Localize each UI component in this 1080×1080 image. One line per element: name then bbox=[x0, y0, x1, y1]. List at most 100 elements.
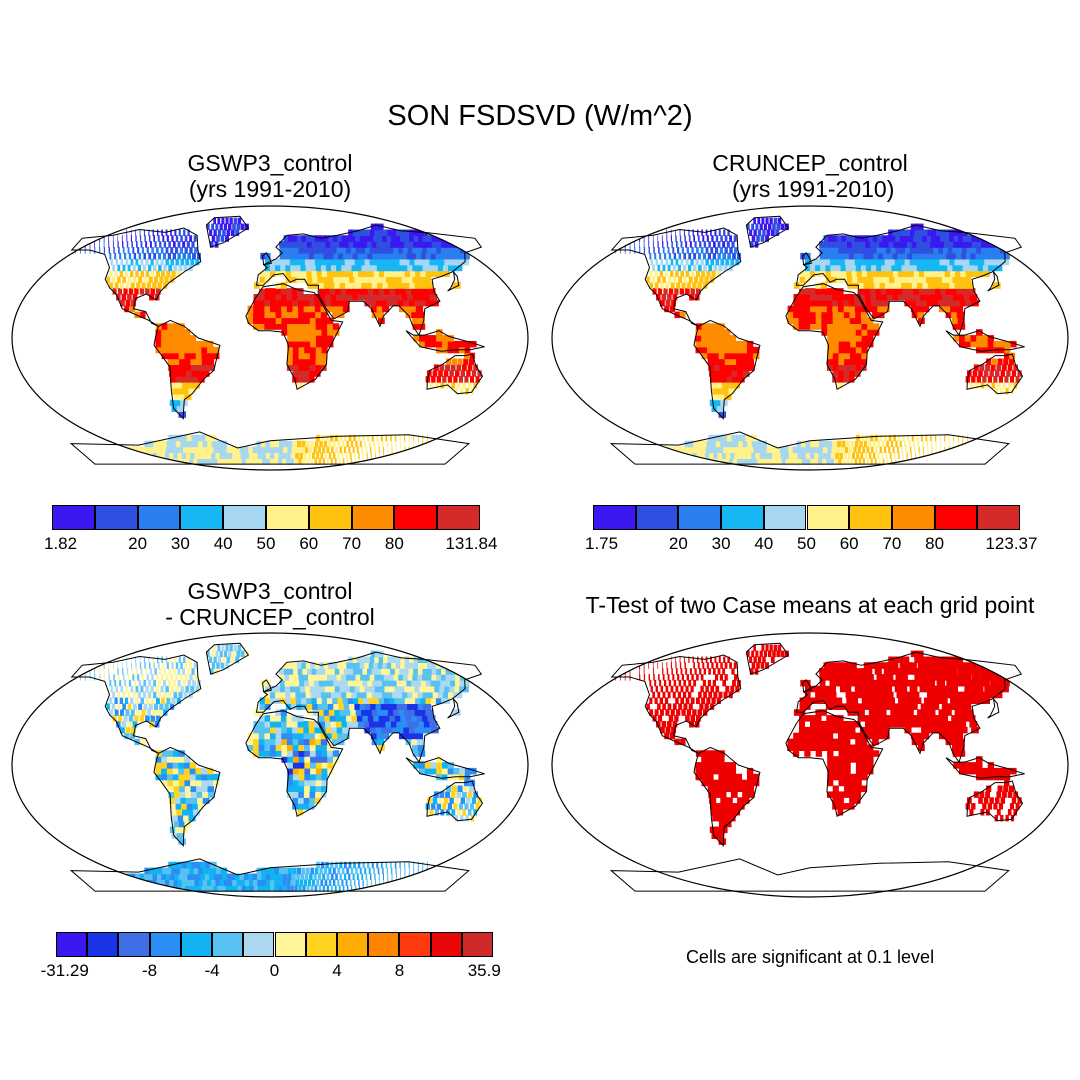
map-border bbox=[551, 205, 1069, 471]
colorbar-box bbox=[430, 932, 462, 957]
coastline-greenland bbox=[745, 215, 790, 248]
colorbar-box bbox=[678, 505, 722, 530]
coastlines bbox=[609, 642, 1025, 892]
coastline-australia bbox=[426, 780, 484, 822]
colorbar-label: 70 bbox=[882, 534, 902, 553]
map-border bbox=[11, 632, 529, 898]
coastline-southAmerica bbox=[153, 746, 221, 847]
colorbar-box bbox=[461, 932, 493, 957]
coastline-northAmerica bbox=[70, 654, 202, 754]
colorbar-box bbox=[351, 505, 395, 530]
coastline-antarctica bbox=[69, 858, 470, 892]
map-border bbox=[11, 205, 529, 471]
coastline-africa bbox=[245, 283, 344, 391]
coastlines bbox=[69, 642, 485, 892]
colorbar-label: 80 bbox=[384, 534, 404, 553]
colorbar-box bbox=[212, 932, 244, 957]
coastline-uk bbox=[262, 252, 272, 266]
colorbar-box bbox=[137, 505, 181, 530]
colorbar-box bbox=[399, 932, 431, 957]
colorbar-box bbox=[368, 932, 400, 957]
colorbar-label: 60 bbox=[299, 534, 319, 553]
colorbar-box bbox=[806, 505, 850, 530]
coastline-japan bbox=[447, 697, 460, 719]
coastline-northAmerica bbox=[610, 654, 742, 754]
coastline-eurasia bbox=[255, 224, 483, 337]
colorbar-label: -31.29 bbox=[40, 961, 89, 980]
panel-title-gswp3: GSWP3_control (yrs 1991-2010) bbox=[120, 150, 420, 202]
colorbar-label: 4 bbox=[332, 961, 342, 980]
colorbar-box bbox=[336, 932, 369, 957]
coastline-eurasia bbox=[795, 651, 1023, 764]
coastline-southAmerica bbox=[153, 319, 221, 420]
panel-title-line1: GSWP3_control bbox=[187, 578, 353, 604]
coastline-africa bbox=[245, 710, 344, 818]
coastline-japan bbox=[987, 697, 1000, 719]
coastline-indonesia bbox=[945, 757, 1025, 779]
coastline-greenland bbox=[205, 642, 250, 675]
colorbar-label: 35.9 bbox=[467, 961, 501, 980]
coastline-indonesia bbox=[405, 757, 485, 779]
coastline-antarctica bbox=[609, 431, 1010, 465]
panel-title-line2: (yrs 1991-2010) bbox=[725, 176, 895, 202]
colorbar-box bbox=[266, 505, 309, 530]
panel-title-ttest: T-Test of two Case means at each grid po… bbox=[585, 592, 1035, 618]
coastline-uk bbox=[262, 679, 272, 693]
colorbar-box bbox=[87, 932, 119, 957]
coastline-japan bbox=[447, 270, 460, 292]
colorbar-box bbox=[437, 505, 480, 530]
colorbar-label: 50 bbox=[256, 534, 276, 553]
colorbar-label: 70 bbox=[342, 534, 362, 553]
panel-title-line1: CRUNCEP_control bbox=[712, 150, 908, 176]
panel-title-diff: GSWP3_control - CRUNCEP_control bbox=[120, 578, 420, 630]
colorbar-cruncep: 1.75 20 30 40 50 60 70 80 123.37 bbox=[585, 505, 1037, 553]
coastline-australia bbox=[966, 780, 1024, 822]
coastline-greenland bbox=[745, 642, 790, 675]
colorbar-box bbox=[934, 505, 978, 530]
coastline-northAmerica bbox=[610, 227, 742, 327]
coastline-indonesia bbox=[945, 330, 1025, 352]
coastline-southAmerica bbox=[693, 319, 761, 420]
coastline-australia bbox=[966, 353, 1024, 395]
colorbar-label: 1.82 bbox=[44, 534, 78, 553]
colorbar-label: 20 bbox=[668, 534, 688, 553]
coastline-greenland bbox=[205, 215, 250, 248]
colorbar-label: -8 bbox=[141, 961, 158, 980]
coastline-africa bbox=[785, 283, 884, 391]
colorbar-box bbox=[149, 932, 181, 957]
coastline-northAmerica bbox=[70, 227, 202, 327]
colorbar-box bbox=[305, 932, 337, 957]
coastline-antarctica bbox=[69, 431, 470, 465]
colorbar-box bbox=[180, 505, 224, 530]
colorbar-diff: -31.29 -8 -4 0 4 8 35.9 bbox=[41, 932, 501, 980]
figure-title: SON FSDSVD (W/m^2) bbox=[387, 100, 693, 132]
colorbar-box bbox=[56, 932, 88, 957]
colorbar-label: 131.84 bbox=[445, 534, 498, 553]
colorbar-box bbox=[721, 505, 764, 530]
colorbar-box bbox=[891, 505, 935, 530]
colorbar-label: 60 bbox=[839, 534, 859, 553]
colorbar-box bbox=[849, 505, 892, 530]
map-panel-ttest bbox=[550, 630, 1070, 900]
colorbar-label: 40 bbox=[754, 534, 774, 553]
coastline-uk bbox=[802, 679, 812, 693]
panel-title-line2: - CRUNCEP_control bbox=[165, 604, 375, 630]
coastline-japan bbox=[987, 270, 1000, 292]
colorbar-box bbox=[223, 505, 266, 530]
colorbar-label: 20 bbox=[128, 534, 148, 553]
colorbar-label: 80 bbox=[925, 534, 945, 553]
colorbar-box bbox=[394, 505, 438, 530]
coastline-southAmerica bbox=[693, 746, 761, 847]
panel-title-cruncep: CRUNCEP_control (yrs 1991-2010) bbox=[660, 150, 960, 202]
map-border bbox=[551, 632, 1069, 898]
coastline-indonesia bbox=[405, 330, 485, 352]
coastlines bbox=[69, 215, 485, 465]
coastline-africa bbox=[785, 710, 884, 818]
colorbar-label: 30 bbox=[711, 534, 731, 553]
panel-title-line2: (yrs 1991-2010) bbox=[188, 176, 352, 202]
coastline-australia bbox=[426, 353, 484, 395]
colorbar-label: -4 bbox=[204, 961, 220, 980]
colorbar-box bbox=[274, 932, 306, 957]
panel-title-line1: GSWP3_control bbox=[187, 150, 353, 176]
colorbar-box bbox=[593, 505, 636, 530]
